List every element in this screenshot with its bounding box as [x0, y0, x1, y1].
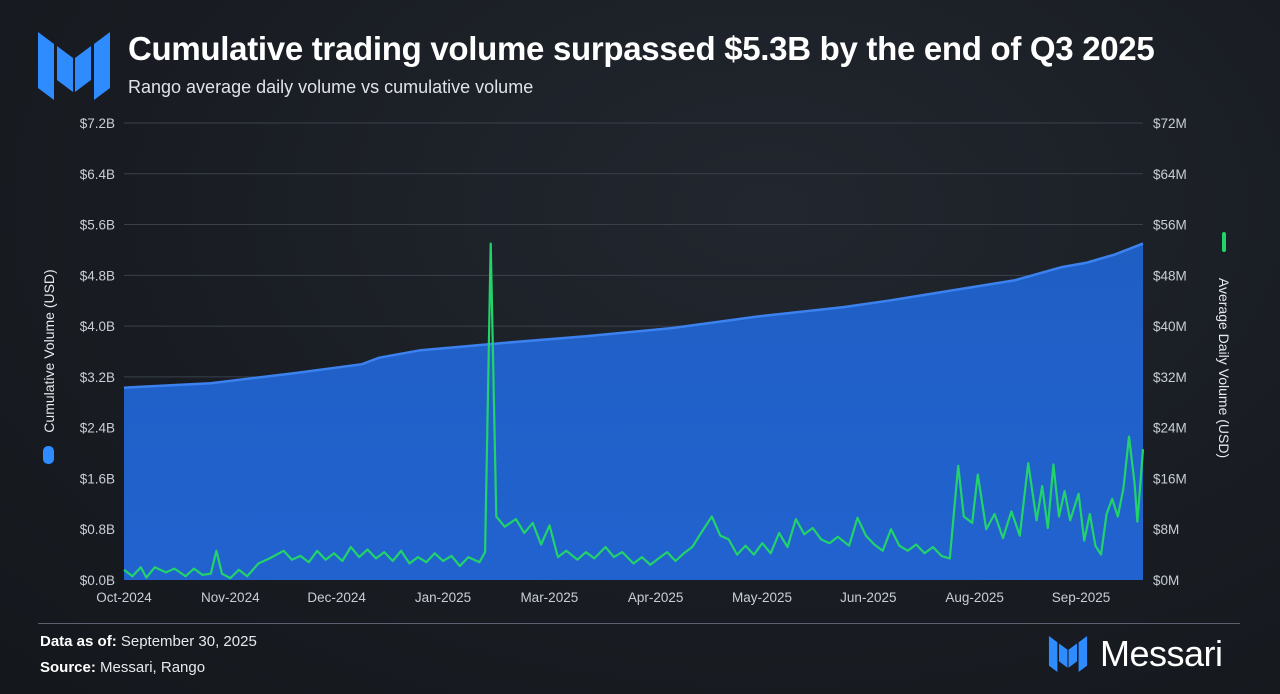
right-tick-label: $72M	[1153, 116, 1187, 131]
x-tick-label: Jun-2025	[840, 590, 896, 605]
right-tick-label: $16M	[1153, 471, 1187, 486]
cumulative-line	[123, 242, 1144, 389]
left-axis-title: Cumulative Volume (USD)	[41, 269, 57, 432]
cumulative-legend-swatch	[43, 446, 54, 464]
left-axis-ticks: $0.0B $0.8B $1.6B $2.4B $3.2B $4.0B $4.8B $5.6B…	[80, 116, 115, 588]
cumulative-area	[124, 243, 1143, 580]
left-tick-label: $2.4B	[80, 421, 115, 436]
right-tick-label: $8M	[1153, 522, 1179, 537]
left-tick-label: $7.2B	[80, 116, 115, 131]
left-tick-label: $6.4B	[80, 167, 115, 182]
chart-title: Cumulative trading volume surpassed $5.3…	[128, 30, 1155, 67]
x-tick-label: Nov-2024	[201, 590, 260, 605]
messari-logo-icon	[38, 32, 110, 100]
x-tick-label: Mar-2025	[520, 590, 578, 605]
right-tick-label: $32M	[1153, 370, 1187, 385]
x-tick-label: Aug-2025	[945, 590, 1004, 605]
source-note: Source: Messari, Rango	[40, 659, 206, 676]
left-tick-label: $4.0B	[80, 319, 115, 334]
right-tick-label: $48M	[1153, 268, 1187, 283]
left-tick-label: $5.6B	[80, 218, 115, 233]
x-tick-label: Sep-2025	[1052, 590, 1111, 605]
footer-divider	[38, 623, 1240, 624]
x-axis-ticks: Oct-2024 Nov-2024 Dec-2024 Jan-2025 Mar-2025…	[96, 590, 1110, 605]
left-tick-label: $3.2B	[80, 370, 115, 385]
left-tick-label: $1.6B	[80, 471, 115, 486]
data-as-of: Data as of: September 30, 2025	[40, 633, 257, 650]
x-tick-label: Apr-2025	[628, 590, 684, 605]
axis-titles: Cumulative Volume (USD) Average Daily Vol…	[41, 232, 1232, 464]
x-tick-label: Oct-2024	[96, 590, 152, 605]
x-tick-label: Dec-2024	[307, 590, 366, 605]
messari-logo-icon	[1048, 636, 1088, 672]
right-tick-label: $56M	[1153, 218, 1187, 233]
daily-legend-swatch	[1222, 232, 1226, 252]
right-tick-label: $24M	[1153, 421, 1187, 436]
right-axis-title: Average Daily Volume (USD)	[1216, 278, 1232, 458]
x-tick-label: May-2025	[732, 590, 792, 605]
brand-name: Messari	[1100, 633, 1223, 674]
cumulative-area-series	[123, 242, 1144, 580]
brand: Messari	[1046, 633, 1223, 674]
right-tick-label: $40M	[1153, 319, 1187, 334]
daily-volume-line-series	[123, 242, 1145, 580]
chart-subtitle: Rango average daily volume vs cumulative…	[128, 77, 534, 97]
right-tick-label: $0M	[1153, 573, 1179, 588]
right-tick-label: $64M	[1153, 167, 1187, 182]
daily-volume-line	[123, 242, 1145, 580]
right-axis-ticks: $0M $8M $16M $24M $32M $40M $48M $56M $64M $72M	[1153, 116, 1187, 588]
left-tick-label: $0.0B	[80, 573, 115, 588]
left-tick-label: $0.8B	[80, 522, 115, 537]
x-tick-label: Jan-2025	[415, 590, 471, 605]
left-tick-label: $4.8B	[80, 268, 115, 283]
